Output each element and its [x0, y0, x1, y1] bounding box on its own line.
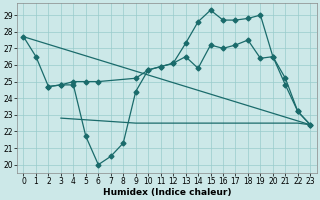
- X-axis label: Humidex (Indice chaleur): Humidex (Indice chaleur): [103, 188, 231, 197]
